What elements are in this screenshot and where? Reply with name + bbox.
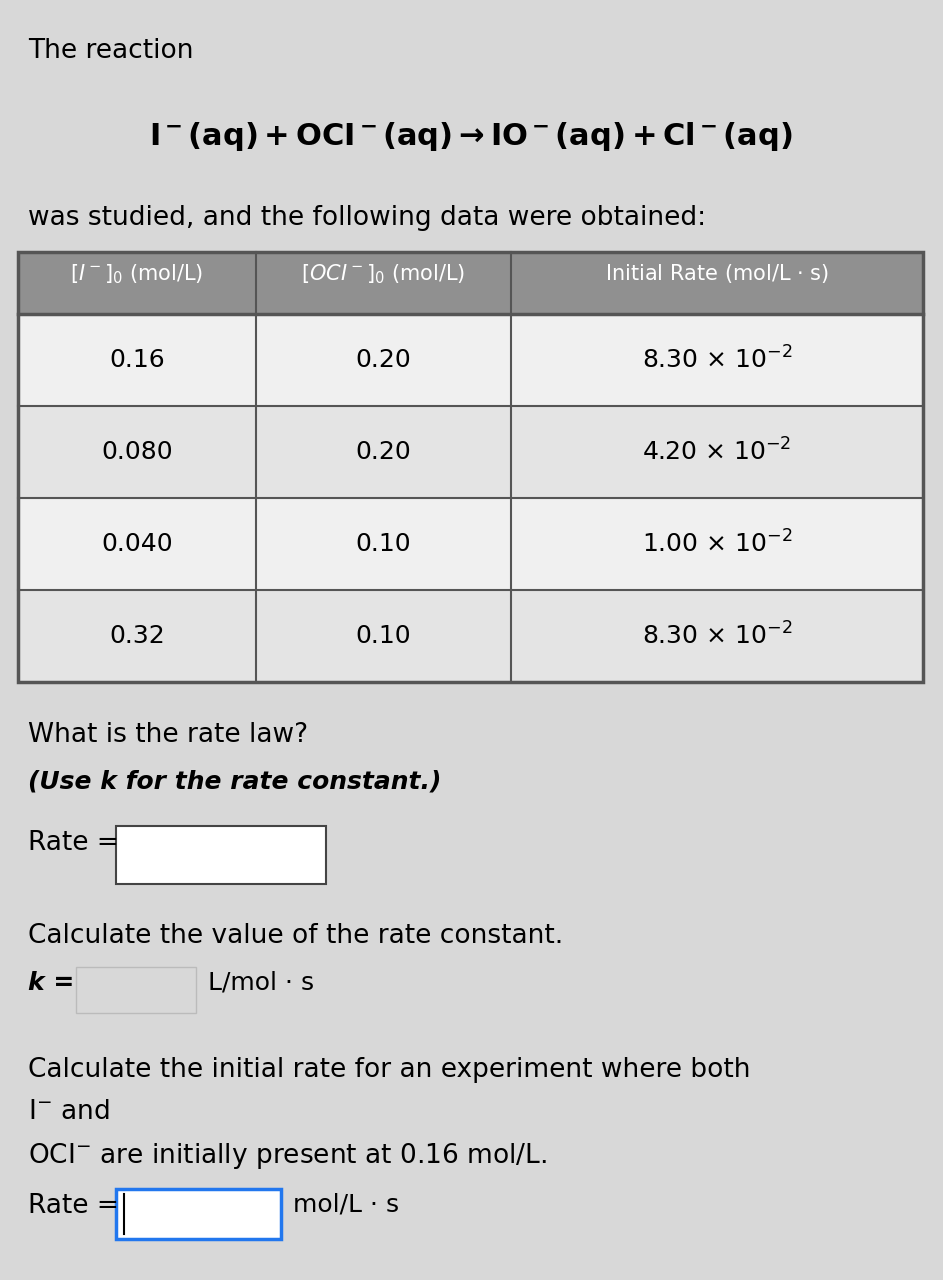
Text: Rate =: Rate = [28, 829, 119, 856]
Text: I$^{-}$ and: I$^{-}$ and [28, 1100, 110, 1125]
Text: 1.00 $\times$ 10$^{-2}$: 1.00 $\times$ 10$^{-2}$ [641, 530, 792, 558]
Text: 0.20: 0.20 [356, 348, 411, 372]
Bar [116, 826, 326, 884]
Text: 4.20 $\times$ 10$^{-2}$: 4.20 $\times$ 10$^{-2}$ [642, 438, 791, 466]
Text: $[I^-]_0$ (mol/L): $[I^-]_0$ (mol/L) [71, 262, 204, 285]
Text: The reaction: The reaction [28, 38, 193, 64]
Text: L/mol · s: L/mol · s [208, 972, 314, 995]
Text: 0.16: 0.16 [109, 348, 165, 372]
Text: was studied, and the following data were obtained:: was studied, and the following data were… [28, 205, 706, 230]
Text: Rate =: Rate = [28, 1193, 119, 1219]
Text: Calculate the value of the rate constant.: Calculate the value of the rate constant… [28, 923, 563, 948]
Text: What is the rate law?: What is the rate law? [28, 722, 308, 748]
Bar [116, 1189, 281, 1239]
Bar [18, 498, 923, 590]
Bar [18, 314, 923, 406]
Text: 8.30 $\times$ 10$^{-2}$: 8.30 $\times$ 10$^{-2}$ [641, 622, 792, 650]
Text: 0.040: 0.040 [101, 532, 173, 556]
Text: Initial Rate (mol/L $\cdot$ s): Initial Rate (mol/L $\cdot$ s) [604, 262, 829, 285]
Bar [18, 252, 923, 682]
Text: 0.10: 0.10 [356, 623, 411, 648]
Bar [18, 590, 923, 682]
Bar [18, 406, 923, 498]
Text: Calculate the initial rate for an experiment where both: Calculate the initial rate for an experi… [28, 1057, 751, 1083]
Text: 0.10: 0.10 [356, 532, 411, 556]
Text: $[OCI^-]_0$ (mol/L): $[OCI^-]_0$ (mol/L) [302, 262, 466, 285]
Text: 0.32: 0.32 [109, 623, 165, 648]
Text: mol/L · s: mol/L · s [293, 1193, 399, 1217]
Bar [76, 966, 196, 1012]
Text: 0.20: 0.20 [356, 440, 411, 463]
Text: $\mathbf{I^-(aq) + OCI^-(aq) \rightarrow IO^-(aq) + Cl^-(aq)}$: $\mathbf{I^-(aq) + OCI^-(aq) \rightarrow… [149, 120, 793, 154]
Text: (Use k for the rate constant.): (Use k for the rate constant.) [28, 771, 441, 794]
Bar [18, 252, 923, 314]
Text: k =: k = [28, 972, 74, 995]
Text: OCI$^{-}$ are initially present at 0.16 mol/L.: OCI$^{-}$ are initially present at 0.16 … [28, 1140, 547, 1171]
Text: 8.30 $\times$ 10$^{-2}$: 8.30 $\times$ 10$^{-2}$ [641, 347, 792, 374]
Text: 0.080: 0.080 [101, 440, 173, 463]
